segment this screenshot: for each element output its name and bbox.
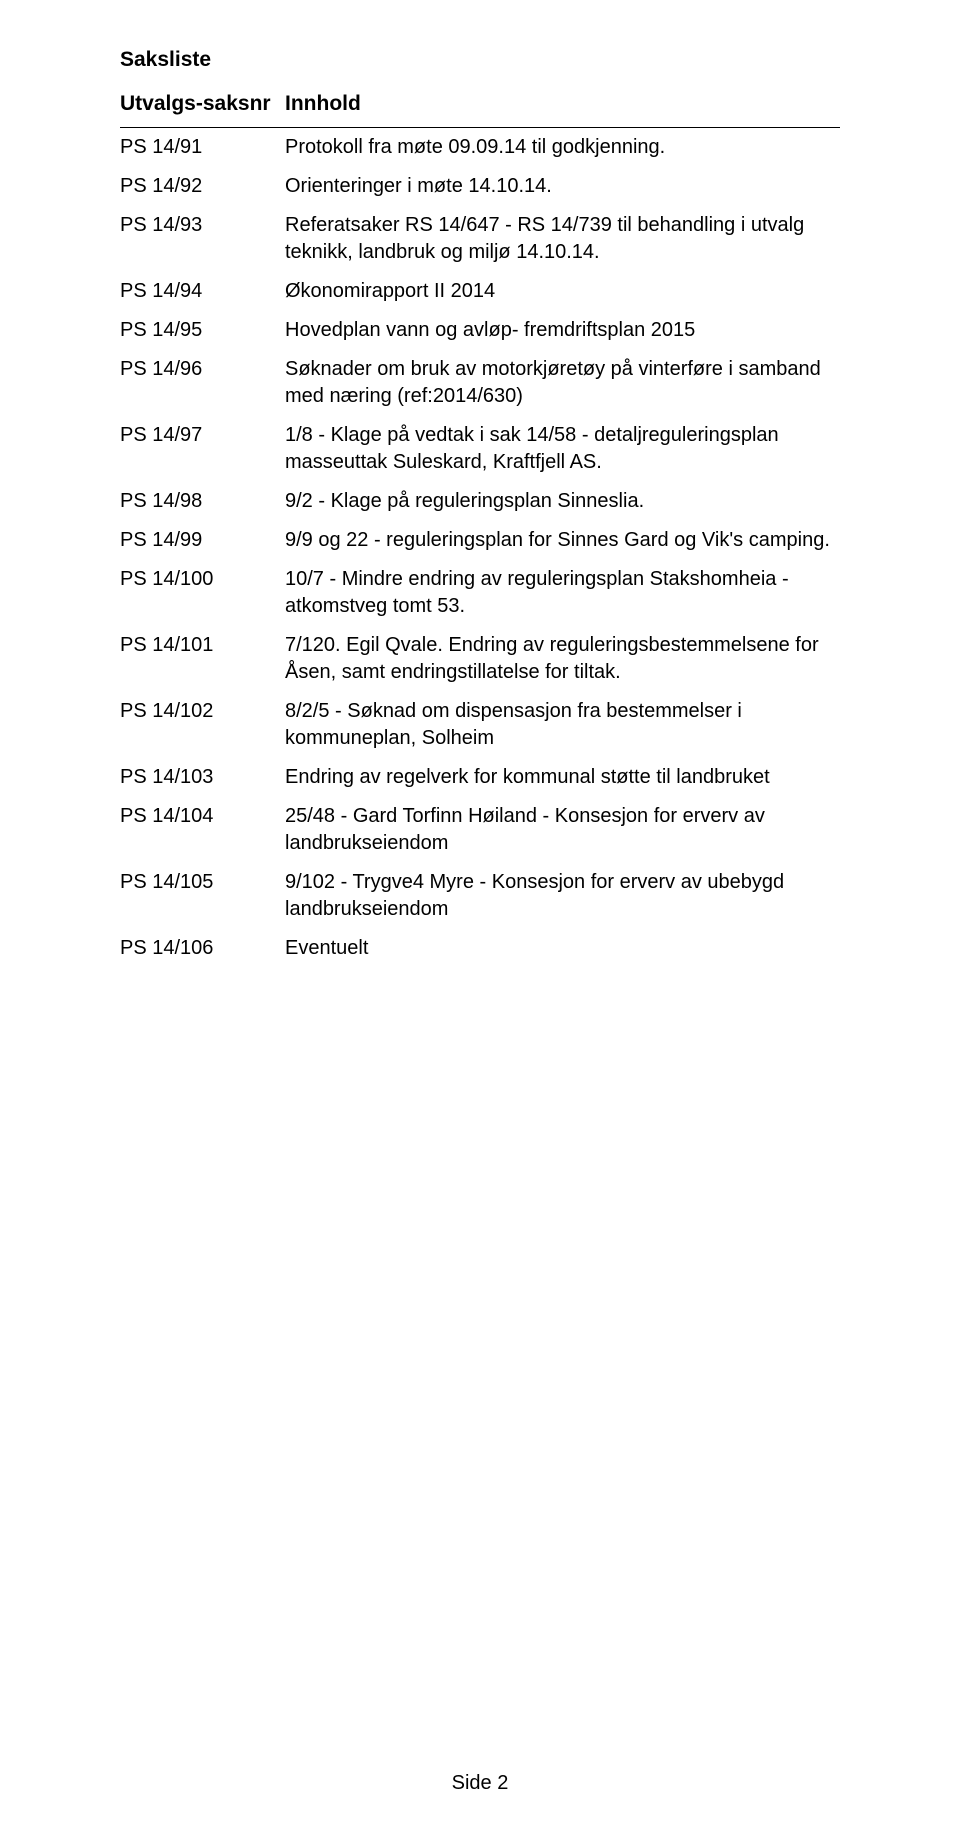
row-desc: Eventuelt	[285, 929, 840, 968]
page-footer: Side 2	[0, 1772, 960, 1795]
row-id: PS 14/97	[120, 416, 285, 482]
row-id: PS 14/95	[120, 311, 285, 350]
row-id: PS 14/103	[120, 758, 285, 797]
table-row: PS 14/971/8 - Klage på vedtak i sak 14/5…	[120, 416, 840, 482]
table-row: PS 14/91Protokoll fra møte 09.09.14 til …	[120, 128, 840, 167]
table-row: PS 14/10425/48 - Gard Torfinn Høiland - …	[120, 797, 840, 863]
row-desc: 9/2 - Klage på reguleringsplan Sinneslia…	[285, 482, 840, 521]
table-row: PS 14/1017/120. Egil Qvale. Endring av r…	[120, 626, 840, 692]
row-id: PS 14/100	[120, 560, 285, 626]
row-desc: 9/102 - Trygve4 Myre - Konsesjon for erv…	[285, 863, 840, 929]
row-id: PS 14/104	[120, 797, 285, 863]
row-desc: 8/2/5 - Søknad om dispensasjon fra beste…	[285, 692, 840, 758]
row-id: PS 14/99	[120, 521, 285, 560]
row-id: PS 14/105	[120, 863, 285, 929]
page: Saksliste Utvalgs-saksnr Innhold PS 14/9…	[0, 0, 960, 1835]
row-id: PS 14/92	[120, 167, 285, 206]
row-id: PS 14/91	[120, 128, 285, 167]
header-row: Utvalgs-saksnr Innhold	[120, 86, 840, 128]
row-id: PS 14/102	[120, 692, 285, 758]
row-desc: Økonomirapport II 2014	[285, 272, 840, 311]
row-id: PS 14/93	[120, 206, 285, 272]
row-desc: 7/120. Egil Qvale. Endring av regulering…	[285, 626, 840, 692]
row-id: PS 14/94	[120, 272, 285, 311]
row-desc: Referatsaker RS 14/647 - RS 14/739 til b…	[285, 206, 840, 272]
table-row: PS 14/1028/2/5 - Søknad om dispensasjon …	[120, 692, 840, 758]
header-col-id: Utvalgs-saksnr	[120, 86, 285, 128]
row-desc: Hovedplan vann og avløp- fremdriftsplan …	[285, 311, 840, 350]
row-id: PS 14/101	[120, 626, 285, 692]
table-row: PS 14/10010/7 - Mindre endring av regule…	[120, 560, 840, 626]
table-row: PS 14/93Referatsaker RS 14/647 - RS 14/7…	[120, 206, 840, 272]
row-id: PS 14/98	[120, 482, 285, 521]
table-row: PS 14/95Hovedplan vann og avløp- fremdri…	[120, 311, 840, 350]
table-row: PS 14/92Orienteringer i møte 14.10.14.	[120, 167, 840, 206]
row-desc: Orienteringer i møte 14.10.14.	[285, 167, 840, 206]
row-id: PS 14/106	[120, 929, 285, 968]
table-row: PS 14/999/9 og 22 - reguleringsplan for …	[120, 521, 840, 560]
table-row: PS 14/94Økonomirapport II 2014	[120, 272, 840, 311]
table-row: PS 14/103Endring av regelverk for kommun…	[120, 758, 840, 797]
table-row: PS 14/1059/102 - Trygve4 Myre - Konsesjo…	[120, 863, 840, 929]
row-desc: 10/7 - Mindre endring av reguleringsplan…	[285, 560, 840, 626]
row-desc: 1/8 - Klage på vedtak i sak 14/58 - deta…	[285, 416, 840, 482]
table-head: Utvalgs-saksnr Innhold	[120, 86, 840, 128]
row-desc: Endring av regelverk for kommunal støtte…	[285, 758, 840, 797]
row-desc: 25/48 - Gard Torfinn Høiland - Konsesjon…	[285, 797, 840, 863]
row-id: PS 14/96	[120, 350, 285, 416]
row-desc: 9/9 og 22 - reguleringsplan for Sinnes G…	[285, 521, 840, 560]
table-row: PS 14/96Søknader om bruk av motorkjøretø…	[120, 350, 840, 416]
row-desc: Protokoll fra møte 09.09.14 til godkjenn…	[285, 128, 840, 167]
table-row: PS 14/106Eventuelt	[120, 929, 840, 968]
table-body: PS 14/91Protokoll fra møte 09.09.14 til …	[120, 128, 840, 968]
sak-table: Utvalgs-saksnr Innhold PS 14/91Protokoll…	[120, 86, 840, 968]
page-title: Saksliste	[120, 48, 840, 72]
header-col-desc: Innhold	[285, 86, 840, 128]
row-desc: Søknader om bruk av motorkjøretøy på vin…	[285, 350, 840, 416]
table-row: PS 14/989/2 - Klage på reguleringsplan S…	[120, 482, 840, 521]
